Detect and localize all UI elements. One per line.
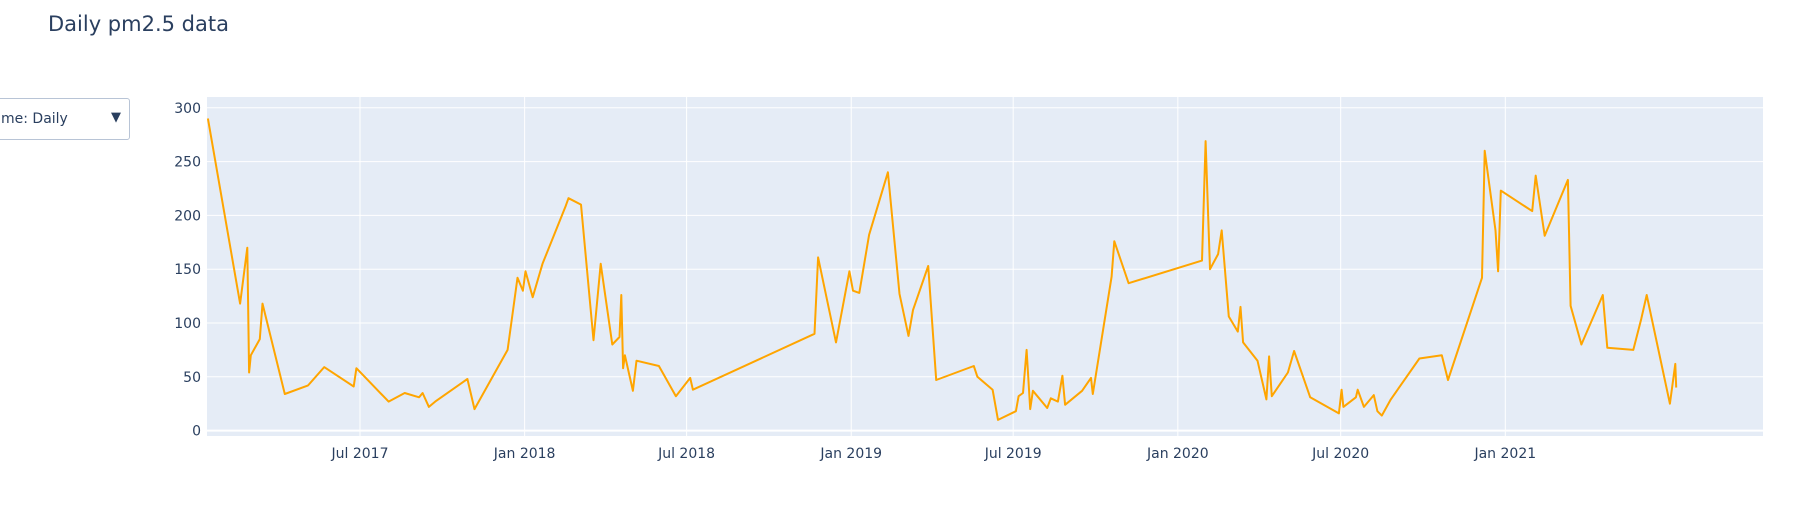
x-tick-label: Jan 2018 [493, 446, 556, 462]
y-tick-label: 200 [174, 208, 201, 224]
x-tick-label: Jul 2018 [657, 446, 715, 462]
plot-area [207, 97, 1763, 436]
x-axis-tick-labels: Jul 2017 Jan 2018 Jul 2018 Jan 2019 Jul 2019… [331, 446, 1537, 462]
y-tick-label: 300 [174, 101, 201, 117]
x-tick-label: Jan 2021 [1473, 446, 1536, 462]
x-gridlines [359, 97, 1506, 436]
x-tick-label: Jul 2017 [331, 446, 389, 462]
y-tick-label: 100 [174, 316, 201, 332]
time-range-dropdown[interactable]: me: Daily ▼ [0, 98, 130, 140]
dropdown-label: me: Daily [1, 111, 68, 127]
y-tick-label: 150 [174, 262, 201, 278]
series-line [206, 118, 1678, 421]
y-axis-tick-labels: 0 50 100 150 200 250 300 [174, 101, 201, 440]
x-tick-label: Jul 2019 [984, 446, 1042, 462]
x-tick-label: Jan 2019 [819, 446, 882, 462]
x-tick-label: Jul 2020 [1311, 446, 1369, 462]
y-tick-label: 50 [183, 370, 201, 386]
y-gridlines [207, 107, 1763, 432]
x-tick-label: Jan 2020 [1146, 446, 1209, 462]
y-tick-label: 250 [174, 155, 201, 171]
chevron-down-icon: ▼ [111, 110, 121, 125]
y-tick-label: 0 [192, 424, 201, 440]
chart-title: Daily pm2.5 data [48, 12, 229, 36]
